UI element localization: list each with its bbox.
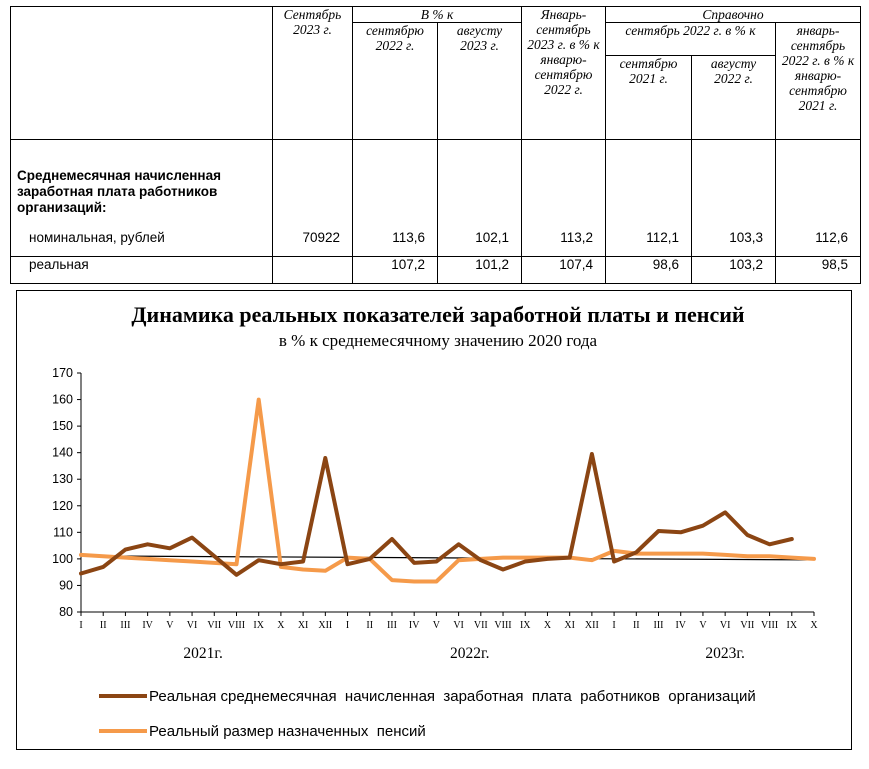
year-label: 2023г.	[705, 645, 744, 662]
y-tick-label: 140	[52, 446, 73, 460]
y-tick-label: 110	[53, 525, 73, 539]
x-tick-label: XI	[564, 620, 575, 631]
header-blank-cell	[10, 6, 273, 140]
section-label: Среднемесячная начисленная заработная пл…	[10, 139, 273, 230]
legend-label-wages: Реальная среднемесячная начисленная зара…	[149, 688, 756, 705]
table-cell: 107,2	[352, 255, 438, 284]
x-tick-label: X	[277, 620, 285, 631]
x-tick-label: II	[100, 620, 107, 631]
x-tick-label: II	[633, 620, 640, 631]
wage-statistics-table: Сентябрь 2023 г. В % к Январь-сентябрь 2…	[10, 6, 862, 284]
table-cell: 70922	[272, 229, 353, 256]
y-tick-label: 120	[52, 499, 73, 513]
x-tick-label: X	[544, 620, 552, 631]
header-reference-sub: сентябрь 2022 г. в % к	[605, 22, 776, 56]
header-current-month: Сентябрь 2023 г.	[272, 6, 353, 140]
header-ytd: Январь-сентябрь 2023 г. в % к январю-сен…	[521, 6, 606, 140]
table-cell: 98,6	[605, 255, 692, 284]
series-group	[79, 397, 816, 584]
line-chart: Динамика реальных показателей заработной…	[52, 302, 818, 740]
row-label: реальная	[10, 255, 273, 284]
x-tick-label: III	[387, 620, 397, 631]
x-tick-label: VII	[207, 620, 221, 631]
header-sep22: сентябрю 2022 г.	[352, 22, 438, 140]
reference-line	[80, 555, 815, 561]
x-tick-label: III	[654, 620, 664, 631]
x-tick-label: V	[433, 620, 441, 631]
reference-line-group	[80, 555, 815, 561]
x-tick-label: III	[120, 620, 130, 631]
chart-legend: Реальная среднемесячная начисленная зара…	[99, 688, 756, 740]
header-aug23: августу 2023 г.	[437, 22, 522, 140]
year-label: 2022г.	[450, 645, 489, 662]
table-row-nominal: номинальная, рублей 70922 113,6 102,1 11…	[10, 229, 862, 256]
series-line-pensions	[79, 397, 816, 584]
header-ref-ytd: январь-сентябрь 2022 г. в % к январю-сен…	[775, 22, 862, 140]
x-tick-label: I	[346, 620, 349, 631]
x-tick-label: VI	[187, 620, 198, 631]
x-tick-label: VIII	[494, 620, 511, 631]
y-tick-label: 160	[52, 393, 73, 407]
row-label: номинальная, рублей	[10, 229, 273, 256]
table-cell: 102,1	[437, 229, 522, 256]
header-ref-aug22: августу 2022 г.	[691, 55, 776, 140]
x-tick-label: IX	[787, 620, 798, 631]
x-tick-label: VII	[474, 620, 488, 631]
legend-label-pensions: Реальный размер назначенных пенсий	[149, 723, 426, 740]
x-tick-label: IV	[142, 620, 153, 631]
x-tick-label: VIII	[228, 620, 245, 631]
table-cell	[272, 255, 353, 284]
table-cell: 112,1	[605, 229, 692, 256]
year-label: 2021г.	[183, 645, 222, 662]
x-tick-label: IV	[409, 620, 420, 631]
x-tick-label: II	[366, 620, 373, 631]
x-tick-label: XII	[585, 620, 599, 631]
table-cell: 98,5	[775, 255, 862, 284]
x-tick-label: V	[166, 620, 174, 631]
x-tick-label: VIII	[761, 620, 778, 631]
x-tick-label: IX	[520, 620, 531, 631]
x-tick-label: IV	[675, 620, 686, 631]
table-row-real: реальная 107,2 101,2 107,4 98,6 103,2 98…	[10, 255, 862, 284]
table-cell: 103,2	[691, 255, 776, 284]
chart-subtitle: в % к среднемесячному значению 2020 года	[279, 331, 598, 350]
table-cell: 113,6	[352, 229, 438, 256]
chart-title: Динамика реальных показателей заработной…	[131, 302, 744, 327]
x-tick-label: VI	[720, 620, 731, 631]
x-tick-label: X	[810, 620, 818, 631]
x-tick-label: XII	[318, 620, 332, 631]
y-tick-label: 130	[52, 472, 73, 486]
y-tick-label: 100	[52, 552, 73, 566]
y-tick-label: 90	[59, 578, 73, 592]
x-tick-label: VII	[740, 620, 754, 631]
table-cell: 107,4	[521, 255, 606, 284]
table-cell: 101,2	[437, 255, 522, 284]
table-cell: 113,2	[521, 229, 606, 256]
x-tick-label: V	[699, 620, 707, 631]
table-cell: 112,6	[775, 229, 862, 256]
header-group-reference: Справочно	[605, 6, 862, 23]
y-tick-label: 170	[52, 366, 73, 380]
table-cell: 103,3	[691, 229, 776, 256]
y-tick-label: 80	[59, 605, 73, 619]
x-tick-label: IX	[253, 620, 264, 631]
x-tick-label: XI	[298, 620, 309, 631]
y-tick-label: 150	[52, 419, 73, 433]
header-ref-sep21: сентябрю 2021 г.	[605, 55, 692, 140]
header-group-pct: В % к	[352, 6, 522, 23]
x-tick-label: VI	[453, 620, 464, 631]
chart-panel: Динамика реальных показателей заработной…	[16, 290, 852, 750]
x-tick-label: I	[79, 620, 82, 631]
x-tick-label: I	[612, 620, 615, 631]
